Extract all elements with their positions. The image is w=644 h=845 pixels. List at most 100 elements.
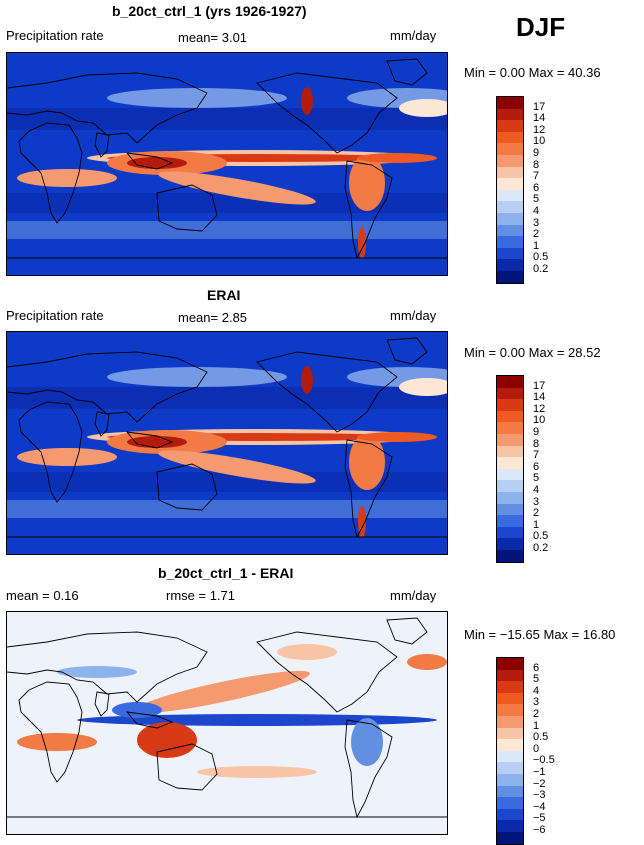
colorbar-tick-label: 9 [533,147,540,159]
colorbar-swatch [497,515,523,527]
colorbar-tick-label: 3 [533,495,540,508]
panel-2-units-label: mm/day [390,308,437,323]
panel-2-minmax: Min = 0.00 Max = 28.52 [464,345,601,360]
colorbar-swatch [497,831,523,844]
colorbar-swatch [497,468,523,481]
colorbar-swatch [497,178,523,190]
colorbar-swatch [497,526,523,539]
colorbar-swatch [497,692,523,705]
coastline [18,401,83,503]
panel-3-title: b_20ct_ctrl_1 - ERAI [158,565,294,581]
season-label: DJF [516,12,566,42]
coastline [125,711,174,729]
colorbar-swatch [497,189,523,202]
colorbar-tick-label: −6 [533,824,546,836]
colorbar-swatch [497,270,523,283]
coastline [7,72,208,144]
colorbar-swatch [497,224,523,237]
panel-3-colorbar [496,657,524,845]
colorbar-tick-label: 0.5 [533,731,549,744]
coastline [125,152,174,170]
colorbar-tick-label: 0 [533,742,540,755]
panel-1-title: b_20ct_ctrl_1 (yrs 1926-1927) [112,3,307,19]
colorbar-swatch [497,669,523,682]
colorbar-swatch [497,681,523,693]
colorbar-swatch [497,376,523,388]
colorbar-tick-label: −1 [533,766,546,778]
colorbar-tick-label: 5 [533,472,540,485]
colorbar-swatch [497,480,523,492]
colorbar-swatch [497,108,523,121]
colorbar-tick-label: 3 [533,696,540,709]
colorbar-tick-label: 17 [533,100,546,113]
colorbar-swatch [497,538,523,550]
colorbar-tick-label: 2 [533,507,540,520]
colorbar-tick-label: 17 [533,379,546,392]
panel-2-variable-label: Precipitation rate [6,308,104,323]
colorbar-swatch [497,387,523,400]
colorbar-tick-label: 2 [533,228,540,241]
colorbar-swatch [497,820,523,832]
colorbar-tick-label: 0.2 [533,542,549,554]
panel-3-map-svg [7,612,447,834]
colorbar-tick-label: 0.5 [533,251,549,264]
panel-1-variable-label: Precipitation rate [6,28,104,43]
colorbar-tick-label: 6 [533,460,540,473]
colorbar-tick-label: 1 [533,239,540,252]
colorbar-swatch [497,750,523,763]
colorbar-tick-label: 10 [533,414,546,427]
colorbar-tick-label: 8 [533,158,540,171]
colorbar-swatch [497,422,523,434]
colorbar-swatch [497,797,523,809]
coastline [94,132,110,158]
colorbar-tick-label: 5 [533,673,540,686]
coastline [256,351,398,433]
colorbar-swatch [497,143,523,155]
colorbar-tick-label: 14 [533,391,546,404]
panel-1-map [6,52,448,276]
coastline [386,617,428,645]
panel-2-title: ERAI [207,287,241,303]
coastline [386,58,428,86]
colorbar-swatch [497,131,523,144]
panel-1-mean-label: mean= 3.01 [178,30,248,45]
colorbar-swatch [497,549,523,562]
coastline [344,160,393,260]
colorbar-swatch [497,658,523,670]
colorbar-tick-label: 4 [533,205,540,217]
colorbar-swatch [497,201,523,213]
coastline [256,72,398,154]
colorbar-swatch [497,399,523,411]
coastline [344,439,393,539]
coastline [18,681,83,783]
colorbar-swatch [497,715,523,728]
colorbar-swatch [497,739,523,751]
colorbar-swatch [497,785,523,798]
colorbar-swatch [497,445,523,458]
colorbar-swatch [497,120,523,132]
panel-3-mean-label: mean = 0.16 [6,588,79,603]
panel-3-minmax: Min = −15.65 Max = 16.80 [464,627,616,642]
colorbar-tick-label: 0.5 [533,530,549,543]
colorbar-tick-label: 9 [533,426,540,438]
panel-2-map [6,331,448,555]
coastline [156,743,218,791]
panel-2-mean-label: mean= 2.85 [178,310,248,325]
colorbar-tick-label: 4 [533,684,540,697]
panel-1-minmax: Min = 0.00 Max = 40.36 [464,65,601,80]
colorbar-tick-label: −0.5 [533,754,555,767]
coastline [256,631,398,713]
colorbar-swatch [497,166,523,179]
panel-1-colorbar [496,96,524,284]
colorbar-tick-label: 12 [533,402,546,415]
panel-3-units-label: mm/day [390,588,437,603]
colorbar-tick-label: 0.2 [533,263,549,275]
colorbar-swatch [497,433,523,446]
panel-2-map-svg [7,332,447,554]
coastline [344,719,393,819]
colorbar-tick-label: 7 [533,170,540,183]
coastline [125,431,174,449]
colorbar-tick-label: 7 [533,449,540,462]
colorbar-swatch [497,727,523,740]
coastline [156,463,218,511]
